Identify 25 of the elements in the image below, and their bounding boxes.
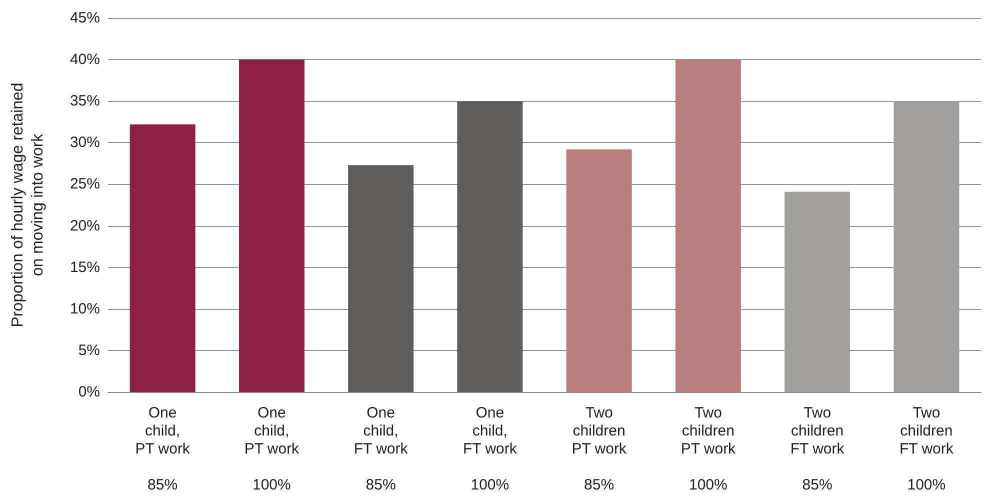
category-label: Two children FT work 85% — [790, 404, 844, 494]
y-tick-label: 20% — [70, 217, 100, 234]
bar — [348, 165, 414, 392]
y-tick-label: 0% — [78, 384, 100, 400]
y-tick-label: 15% — [70, 258, 100, 276]
category-label: Two children PT work 100% — [680, 404, 736, 494]
bar — [675, 60, 741, 392]
bar — [566, 149, 632, 392]
y-tick-label: 5% — [78, 342, 100, 359]
y-tick-label: 10% — [70, 300, 100, 318]
bar — [130, 124, 196, 392]
category-label: One child, PT work 85% — [135, 404, 190, 494]
category-label: Two children FT work 100% — [899, 404, 954, 494]
y-axis-title: Proportion of hourly wage retained on moving into work — [10, 82, 46, 328]
category-label: One child, FT work 100% — [462, 404, 517, 494]
y-tick-label: 35% — [70, 92, 100, 110]
category-label: Two children PT work 85% — [572, 404, 626, 494]
category-label: One child, PT work 100% — [244, 404, 300, 494]
y-tick-label: 45% — [70, 10, 100, 26]
y-tick-label: 40% — [70, 51, 100, 68]
bar — [238, 60, 304, 392]
category-label: One child, FT work 85% — [354, 404, 408, 494]
y-tick-label: 30% — [70, 134, 100, 152]
y-tick-label: 25% — [70, 176, 100, 193]
bar — [457, 101, 523, 392]
